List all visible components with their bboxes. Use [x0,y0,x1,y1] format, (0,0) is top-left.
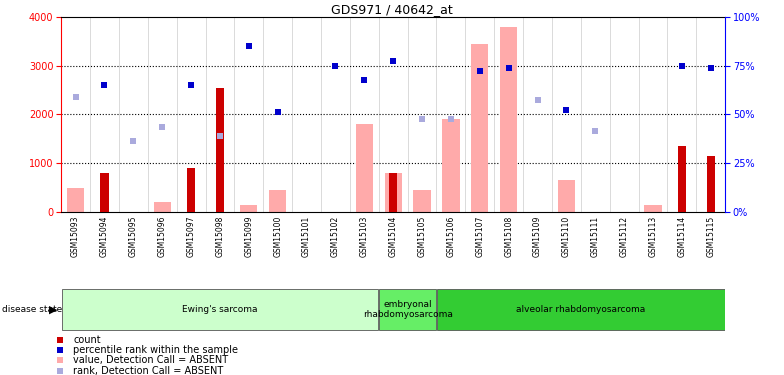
Text: GSM15115: GSM15115 [706,216,715,257]
Text: GSM15108: GSM15108 [504,216,514,257]
Text: GSM15103: GSM15103 [360,216,368,257]
Text: GSM15107: GSM15107 [475,216,485,257]
Text: GSM15111: GSM15111 [591,216,600,257]
Text: GSM15100: GSM15100 [273,216,282,257]
Text: GSM15112: GSM15112 [619,216,629,257]
Text: GSM15095: GSM15095 [129,216,138,257]
Text: GSM15101: GSM15101 [302,216,311,257]
Text: rank, Detection Call = ABSENT: rank, Detection Call = ABSENT [74,366,223,375]
Text: GSM15104: GSM15104 [389,216,397,257]
Bar [67,188,84,212]
Text: GSM15102: GSM15102 [331,216,340,257]
Bar [389,173,397,212]
Bar [240,205,257,212]
Bar [678,146,686,212]
Text: GSM15114: GSM15114 [677,216,687,257]
Bar [644,205,662,212]
Text: Ewing's sarcoma: Ewing's sarcoma [182,305,258,314]
Text: count: count [74,334,101,345]
Bar [379,289,436,330]
Bar [216,88,224,212]
Bar [557,180,575,212]
Text: percentile rank within the sample: percentile rank within the sample [74,345,238,355]
Text: GSM15110: GSM15110 [562,216,571,257]
Text: GSM15109: GSM15109 [533,216,542,257]
Bar [356,124,373,212]
Bar [437,289,724,330]
Text: alveolar rhabdomyosarcoma: alveolar rhabdomyosarcoma [516,305,645,314]
Text: GDS971 / 40642_at: GDS971 / 40642_at [331,3,453,16]
Bar [384,173,402,212]
Text: GSM15106: GSM15106 [446,216,456,257]
Text: embryonal
rhabdomyosarcoma: embryonal rhabdomyosarcoma [363,300,452,319]
Text: ▶: ▶ [49,304,57,314]
Bar [154,202,171,212]
Text: disease state: disease state [2,305,62,314]
Bar [269,190,286,212]
Text: value, Detection Call = ABSENT: value, Detection Call = ABSENT [74,355,229,365]
Bar [500,27,517,212]
Text: GSM15113: GSM15113 [648,216,658,257]
Bar [62,289,378,330]
Bar [413,190,430,212]
Text: GSM15098: GSM15098 [216,216,224,257]
Text: GSM15094: GSM15094 [100,216,109,257]
Text: GSM15097: GSM15097 [187,216,195,257]
Text: GSM15096: GSM15096 [158,216,167,257]
Bar [187,168,195,212]
Bar [706,156,715,212]
Bar [100,173,108,212]
Text: GSM15105: GSM15105 [418,216,426,257]
Text: GSM15093: GSM15093 [71,216,80,257]
Bar [471,44,488,212]
Bar [442,119,459,212]
Text: GSM15099: GSM15099 [245,216,253,257]
